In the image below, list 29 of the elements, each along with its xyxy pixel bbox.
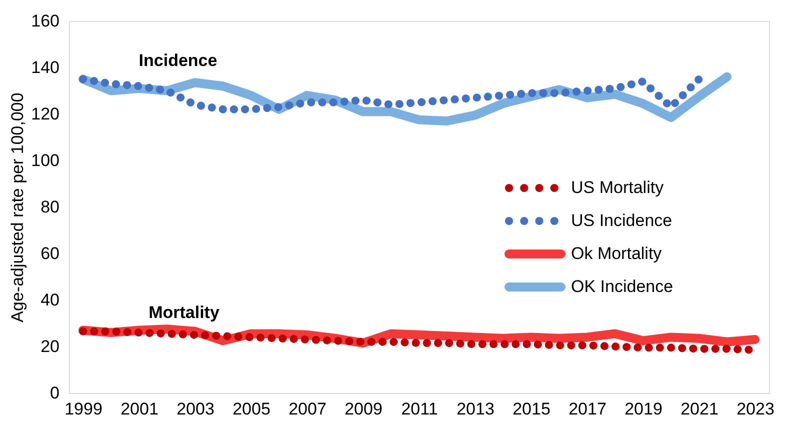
annotation: Incidence: [138, 51, 218, 70]
x-tick-label: 2013: [456, 400, 494, 418]
y-tick-label: 20: [40, 337, 60, 356]
x-tick-label: 2023: [736, 400, 774, 418]
x-tick-label: 2001: [120, 400, 158, 418]
y-tick-label: 120: [31, 104, 60, 124]
x-tick-label: 2021: [680, 400, 718, 418]
y-axis-title: Age-adjusted rate per 100,000: [8, 92, 28, 322]
y-tick-label: 60: [40, 244, 60, 263]
y-tick-label: 140: [31, 58, 60, 77]
x-tick-label: 2017: [568, 400, 606, 418]
y-tick-label: 0: [50, 384, 60, 402]
x-tick-label: 2019: [624, 400, 662, 418]
x-tick-label: 2005: [232, 400, 270, 418]
y-tick-label: 160: [31, 12, 60, 30]
x-tick-label: 2009: [344, 400, 382, 418]
annotation: Mortality: [148, 303, 220, 322]
y-tick-label: 100: [31, 151, 60, 170]
x-tick-label: 2003: [176, 400, 214, 418]
legend-label: OK Incidence: [571, 277, 674, 296]
x-tick-label: 2011: [401, 400, 438, 418]
y-tick-label: 40: [40, 290, 60, 310]
x-tick-label: 2015: [512, 400, 550, 418]
legend-label: US Mortality: [571, 178, 664, 197]
x-tick-label: 2007: [288, 400, 326, 418]
legend-label: US Incidence: [571, 211, 672, 230]
x-tick-label: 1999: [64, 400, 102, 418]
legend-label: Ok Mortality: [571, 244, 662, 263]
y-tick-label: 80: [40, 198, 60, 216]
